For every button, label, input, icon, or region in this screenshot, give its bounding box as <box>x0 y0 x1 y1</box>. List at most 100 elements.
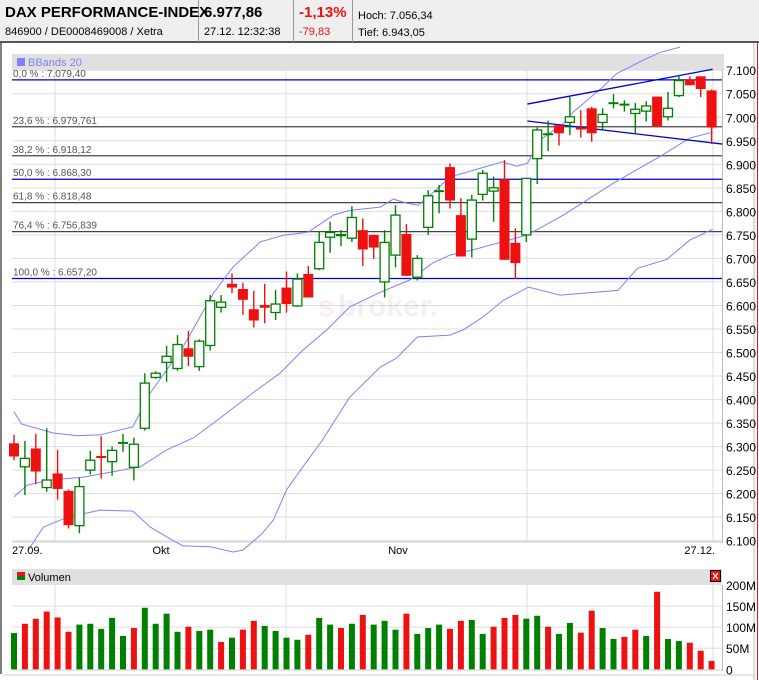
volume-bar <box>54 617 61 670</box>
volume-bar <box>348 623 355 670</box>
volume-bar <box>11 633 17 670</box>
volume-bar <box>370 624 377 670</box>
close-x-glyph <box>712 572 719 580</box>
volume-bar <box>556 633 562 670</box>
candle-body-down <box>695 76 706 90</box>
candle-body-up <box>597 113 608 124</box>
volume-bar <box>229 637 235 670</box>
candle-body-up <box>314 241 325 270</box>
candle-body-up <box>292 278 303 307</box>
bbands-upper-line <box>13 46 681 437</box>
candle-body-up <box>434 190 445 193</box>
instrument-cell: DAX PERFORMANCE-INDEX 846900 / DE0008469… <box>0 0 210 42</box>
candle-body-up <box>466 199 477 240</box>
candle-body-down <box>586 108 597 134</box>
volume-bar <box>316 617 323 670</box>
volume-bar <box>163 613 170 670</box>
range-cell: Hoch: 7.056,34 Tief: 6.943,05 <box>353 0 759 42</box>
volume-bar <box>512 614 519 670</box>
y-tick-label: 6.800 <box>726 205 756 219</box>
candle-body-up <box>673 79 685 97</box>
y-tick-label: 6.850 <box>726 182 756 196</box>
volume-bar <box>196 630 203 670</box>
y-tick-label: 6.950 <box>726 135 756 149</box>
y-tick-label: 7.050 <box>726 88 756 102</box>
bbands-legend-bar <box>12 54 724 70</box>
volume-close-button[interactable] <box>710 570 721 582</box>
volume-bar <box>490 626 497 670</box>
y-tick-label: 7.100 <box>726 64 756 78</box>
y-tick-label: 6.500 <box>726 347 756 361</box>
y-tick-label: 6.650 <box>726 276 756 290</box>
x-tick-label: 27.12. <box>684 545 715 557</box>
volume-tick-label: 0 <box>726 663 733 677</box>
x-tick-label: Nov <box>388 545 408 557</box>
candle-body-up <box>150 372 161 379</box>
bbands-legend-label: BBands 20 <box>28 57 82 69</box>
volume-bar <box>283 637 290 670</box>
volume-bar <box>239 629 246 670</box>
volume-bar <box>403 613 410 670</box>
volume-axis: 200M 150M 100M 50M 0 <box>726 579 756 677</box>
volume-legend-bar <box>12 569 722 585</box>
candle-body-up <box>488 187 499 192</box>
volume-bar <box>65 631 72 670</box>
change-percent: -1,13% <box>299 4 347 21</box>
volume-bar <box>98 628 105 670</box>
candle-body-up <box>423 195 434 228</box>
candle-body-down <box>63 490 74 526</box>
candle-body-down <box>445 167 455 201</box>
y-tick-label: 6.150 <box>726 511 756 525</box>
volume-bar <box>534 615 541 670</box>
volume-bar <box>566 622 573 670</box>
candle-body-down <box>357 230 368 250</box>
volume-bar <box>392 629 399 670</box>
volume-bar <box>32 618 39 670</box>
candle-body-down <box>183 348 194 357</box>
candle-body-down <box>281 287 292 305</box>
bbands-middle-line <box>13 131 713 498</box>
y-tick-label: 6.550 <box>726 323 756 337</box>
candle-body-down <box>237 288 248 300</box>
volume-bar <box>174 631 181 670</box>
candle-body-up <box>662 107 674 118</box>
candle-body-up <box>336 233 346 237</box>
price-cell: 6.977,86 27.12. 12:32:38 <box>199 0 294 42</box>
volume-tick-label: 100M <box>726 621 756 635</box>
fib-label: 38,2 % : 6.918,12 <box>13 145 92 156</box>
bollinger-bands <box>13 46 713 553</box>
volume-bar <box>130 627 137 670</box>
candle-body-up <box>543 133 554 136</box>
watermark-logo: broker. <box>338 290 438 323</box>
y-tick-label: 6.100 <box>726 535 756 549</box>
candle-body-up <box>270 303 281 314</box>
candle-body-up <box>630 108 641 115</box>
volume-bar <box>447 628 453 670</box>
candle-body-down <box>9 443 19 457</box>
fibonacci-levels: 0,0 % : 7.079,40 23,6 % : 6.979,761 38,2 %… <box>12 69 722 280</box>
candle-body-up <box>172 343 183 370</box>
y-tick-label: 6.700 <box>726 252 756 266</box>
fib-label: 0,0 % : 7.079,40 <box>13 69 86 80</box>
last-price: 6.977,86 <box>204 4 263 21</box>
candle-body-down <box>499 179 510 260</box>
y-tick-label: 6.300 <box>726 441 756 455</box>
bbands-legend-swatch-icon <box>17 58 25 66</box>
volume-bar <box>697 650 704 670</box>
candle-body-up <box>19 457 31 468</box>
candle-body-down <box>554 125 564 134</box>
candle-body-up <box>205 300 216 347</box>
volume-bar <box>338 627 344 670</box>
candle-body-down <box>368 234 379 248</box>
trend-lower-line <box>527 120 723 145</box>
instrument-title: DAX PERFORMANCE-INDEX <box>5 4 210 21</box>
candle-body-down <box>652 96 663 127</box>
candle-body-up <box>128 443 140 468</box>
volume-bar <box>185 626 192 670</box>
price-axis: 7.100 7.050 7.000 6.950 6.900 6.850 6.800 6.750… <box>726 64 756 549</box>
x-tick-label: Okt <box>152 545 169 557</box>
candle-body-up <box>74 485 85 527</box>
volume-bar <box>468 619 475 670</box>
candle-body-up <box>118 441 128 444</box>
candle-body-up <box>379 241 390 283</box>
